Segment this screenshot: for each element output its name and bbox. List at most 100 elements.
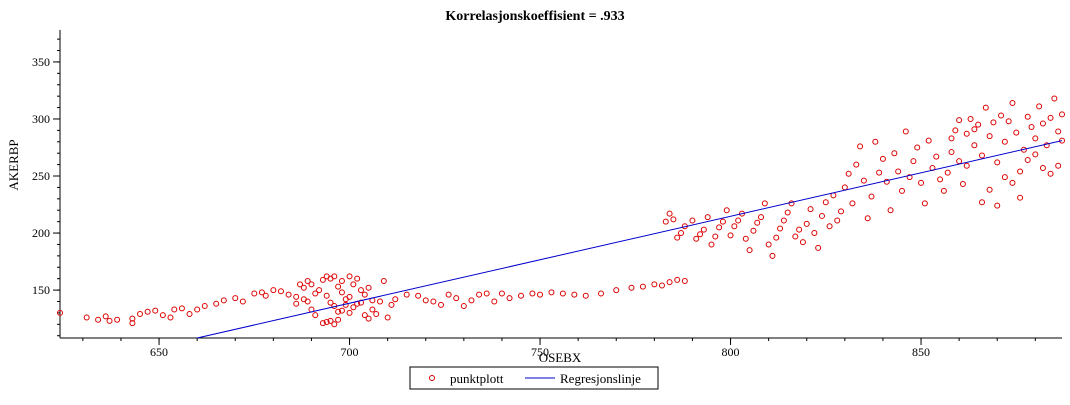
data-point — [453, 295, 460, 302]
data-point — [651, 281, 658, 288]
data-point — [978, 199, 985, 206]
data-point — [956, 117, 963, 124]
data-point — [1009, 179, 1016, 186]
y-tick-label: 300 — [32, 112, 50, 126]
legend-label-points: punktplott — [450, 371, 504, 386]
data-point — [83, 314, 90, 321]
data-point — [918, 179, 925, 186]
data-point — [982, 104, 989, 111]
data-point — [327, 299, 334, 306]
y-tick-label: 350 — [32, 55, 50, 69]
data-point — [537, 291, 544, 298]
data-point — [986, 133, 993, 140]
data-point — [796, 226, 803, 233]
data-point — [365, 284, 372, 291]
data-point — [948, 149, 955, 156]
data-point — [338, 307, 345, 314]
data-point — [559, 290, 566, 297]
data-point — [316, 287, 323, 294]
data-point — [335, 316, 342, 323]
data-point — [750, 227, 757, 234]
data-point — [811, 230, 818, 237]
x-tick-label: 650 — [150, 345, 168, 359]
data-point — [335, 283, 342, 290]
legend-point-marker — [429, 375, 435, 381]
x-tick-label: 700 — [341, 345, 359, 359]
data-point — [415, 292, 422, 299]
data-point — [952, 127, 959, 134]
data-point — [1013, 129, 1020, 136]
data-point — [277, 288, 284, 295]
data-point — [312, 312, 319, 319]
data-point — [895, 168, 902, 175]
data-point — [674, 276, 681, 283]
legend: punktplott Regresjonslinje — [409, 366, 659, 390]
data-point — [887, 207, 894, 214]
data-point — [1001, 138, 1008, 145]
data-point — [910, 158, 917, 165]
data-point — [251, 290, 258, 297]
data-point — [628, 284, 635, 291]
data-point — [1039, 165, 1046, 172]
data-point — [773, 234, 780, 241]
data-point — [971, 126, 978, 133]
data-point — [361, 291, 368, 298]
data-point — [872, 138, 879, 145]
data-point — [959, 181, 966, 187]
data-point — [780, 217, 787, 224]
data-point — [1005, 118, 1012, 125]
data-point — [384, 314, 391, 321]
data-point — [213, 300, 220, 307]
data-point — [388, 301, 395, 308]
data-point — [1001, 174, 1008, 181]
y-tick-label: 250 — [32, 169, 50, 183]
data-point — [723, 207, 730, 214]
data-point — [1059, 137, 1065, 144]
data-point — [331, 321, 338, 328]
data-point — [978, 152, 985, 159]
data-point — [639, 283, 646, 290]
data-point — [716, 224, 723, 231]
data-point — [327, 317, 334, 324]
data-point — [476, 291, 483, 298]
data-point — [727, 232, 734, 239]
data-point — [845, 170, 852, 177]
data-point — [380, 277, 387, 284]
data-point — [144, 308, 151, 315]
data-point — [1055, 162, 1062, 169]
data-point — [914, 144, 921, 151]
data-point — [373, 311, 380, 318]
data-point — [876, 169, 883, 176]
y-tick-label: 150 — [32, 283, 50, 297]
data-point — [106, 317, 113, 324]
data-point — [1055, 128, 1062, 135]
data-point — [548, 289, 555, 296]
data-point — [1024, 157, 1031, 164]
data-point — [666, 210, 673, 217]
data-point — [784, 209, 791, 216]
data-point — [232, 295, 239, 302]
data-point — [689, 217, 696, 224]
data-point — [681, 277, 688, 284]
data-point — [708, 241, 715, 248]
data-point — [392, 296, 399, 303]
data-point — [967, 115, 974, 122]
data-point — [297, 281, 304, 288]
data-point — [822, 199, 829, 206]
data-point — [891, 150, 898, 157]
data-point — [178, 305, 185, 312]
data-point — [975, 121, 982, 128]
data-point — [937, 176, 944, 183]
data-point — [335, 308, 342, 315]
data-point — [956, 158, 963, 165]
data-point — [220, 297, 227, 304]
data-point — [963, 162, 970, 169]
data-point — [925, 137, 932, 144]
data-point — [1028, 123, 1035, 130]
data-point — [898, 187, 905, 194]
data-point — [1047, 170, 1054, 177]
data-point — [1043, 142, 1050, 149]
data-point — [857, 143, 864, 150]
data-point — [933, 153, 940, 160]
data-point — [365, 315, 372, 322]
